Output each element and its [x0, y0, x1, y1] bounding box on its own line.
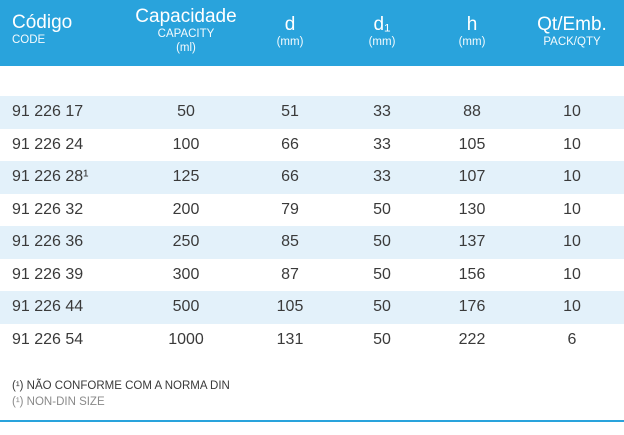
table-row: 91 226 32 200 79 50 130 10 [0, 193, 624, 226]
footnotes: (¹) NÃO CONFORME COM A NORMA DIN (¹) NON… [12, 378, 230, 410]
header-h-label: h [466, 14, 478, 35]
cell-code: 91 226 32 [12, 200, 84, 218]
cell-code: 91 226 39 [12, 265, 84, 283]
cell-capacity: 100 [172, 135, 200, 153]
cell-code: 91 226 36 [12, 233, 84, 250]
cell-d: 66 [281, 168, 299, 185]
header-d1-label: d₁ [373, 14, 391, 35]
table-row: 91 226 24 100 66 33 105 10 [0, 128, 624, 161]
header-qt: Qt/Emb. PACK/QTY [524, 0, 620, 66]
cell-qt: 10 [563, 168, 581, 185]
cell-d1: 50 [373, 265, 391, 283]
header-qt-label: Qt/Emb. [537, 14, 607, 35]
cell-h: 176 [458, 298, 486, 315]
table-row: 91 226 54 1000 131 50 222 6 [0, 323, 624, 356]
table-body: 91 226 17 50 51 33 88 10 91 226 24 100 6… [0, 96, 624, 356]
cell-d1: 50 [373, 200, 391, 218]
cell-capacity: 125 [172, 168, 200, 185]
cell-h: 130 [458, 200, 486, 218]
cell-capacity: 1000 [168, 330, 204, 348]
cell-capacity: 300 [172, 265, 200, 283]
cell-d1: 50 [373, 233, 391, 250]
table-row: 91 226 28¹ 125 66 33 107 10 [0, 161, 624, 194]
table-row: 91 226 44 500 105 50 176 10 [0, 291, 624, 324]
bottom-divider [0, 420, 624, 422]
cell-code: 91 226 54 [12, 330, 84, 348]
cell-qt: 10 [563, 200, 581, 218]
cell-d1: 50 [373, 330, 391, 348]
footnote-pt: (¹) NÃO CONFORME COM A NORMA DIN [12, 380, 230, 392]
header-capacity-label: Capacidade [135, 6, 237, 27]
cell-capacity: 200 [172, 200, 200, 218]
table-row: 91 226 39 300 87 50 156 10 [0, 258, 624, 291]
cell-code: 91 226 17 [12, 103, 84, 120]
cell-d: 85 [281, 233, 299, 250]
cell-h: 107 [458, 168, 486, 185]
cell-d: 87 [281, 265, 299, 283]
cell-h: 156 [458, 265, 486, 283]
cell-code: 91 226 28¹ [12, 168, 89, 185]
cell-capacity: 500 [172, 298, 200, 315]
cell-d1: 33 [373, 168, 391, 185]
header-d-unit: (mm) [276, 36, 304, 48]
cell-d1: 33 [373, 103, 391, 120]
header-capacity-unit: (ml) [176, 42, 196, 54]
table-row: 91 226 36 250 85 50 137 10 [0, 226, 624, 259]
cell-d: 51 [281, 103, 299, 120]
cell-h: 105 [458, 135, 486, 153]
header-code: Código CODE [12, 0, 72, 66]
header-d1-unit: (mm) [368, 36, 396, 48]
header-h: h (mm) [432, 0, 512, 66]
header-h-unit: (mm) [458, 36, 486, 48]
cell-qt: 10 [563, 233, 581, 250]
table-header: Código CODE Capacidade CAPACITY (ml) d (… [0, 0, 624, 66]
header-d-label: d [284, 14, 296, 35]
cell-d: 131 [276, 330, 304, 348]
cell-d1: 50 [373, 298, 391, 315]
cell-d: 105 [276, 298, 304, 315]
cell-qt: 10 [563, 135, 581, 153]
header-spacer [0, 66, 624, 96]
cell-code: 91 226 44 [12, 298, 84, 315]
cell-d: 79 [281, 200, 299, 218]
cell-qt: 10 [563, 103, 581, 120]
cell-qt: 10 [563, 265, 581, 283]
cell-h: 88 [463, 103, 481, 120]
footnote-en: (¹) NON-DIN SIZE [12, 396, 105, 408]
header-d: d (mm) [250, 0, 330, 66]
header-code-sublabel: CODE [12, 34, 46, 46]
table-row: 91 226 17 50 51 33 88 10 [0, 96, 624, 129]
cell-d: 66 [281, 135, 299, 153]
header-qt-sublabel: PACK/QTY [543, 36, 601, 48]
cell-qt: 6 [567, 330, 577, 348]
cell-qt: 10 [563, 298, 581, 315]
header-code-label: Código [12, 12, 73, 33]
header-capacity: Capacidade CAPACITY (ml) [128, 0, 244, 66]
header-d1: d₁ (mm) [342, 0, 422, 66]
cell-capacity: 50 [177, 103, 195, 120]
cell-capacity: 250 [172, 233, 200, 250]
cell-d1: 33 [373, 135, 391, 153]
cell-h: 222 [458, 330, 486, 348]
cell-h: 137 [458, 233, 486, 250]
header-capacity-sublabel: CAPACITY [157, 28, 215, 40]
cell-code: 91 226 24 [12, 135, 84, 153]
